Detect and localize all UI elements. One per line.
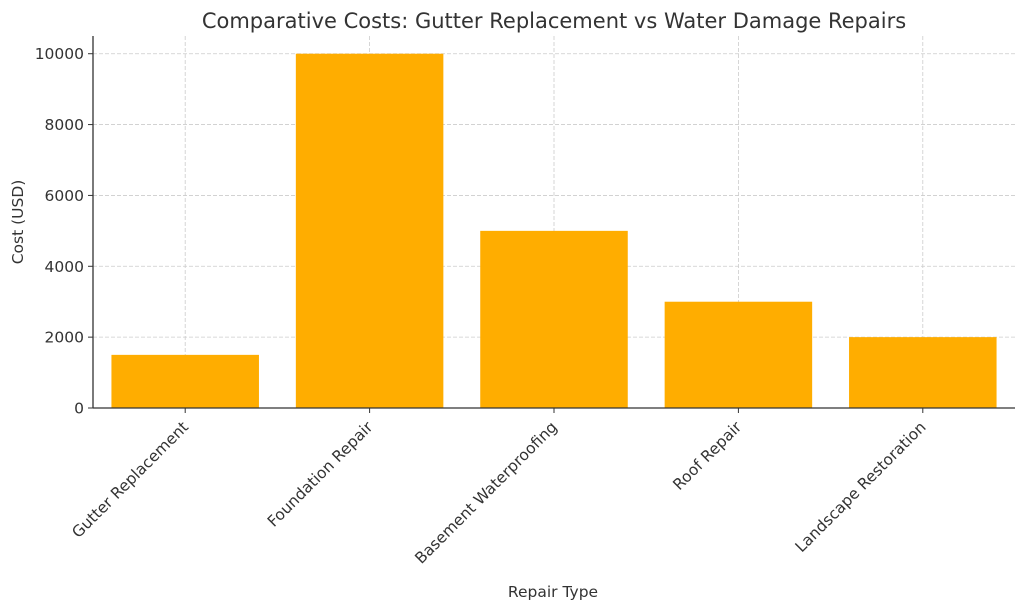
x-axis-ticks: Gutter Replacement Foundation Repair Basem… [69, 408, 930, 568]
y-tick-label: 4000 [45, 258, 84, 276]
bars [111, 53, 997, 408]
y-tick-label: 0 [74, 400, 84, 418]
y-axis-label: Cost (USD) [9, 180, 27, 265]
bar [664, 301, 813, 408]
x-tick-label: Basement Waterproofing [411, 418, 560, 567]
x-tick-label: Gutter Replacement [69, 418, 193, 542]
bar [849, 337, 997, 408]
x-axis-label: Repair Type [508, 583, 598, 601]
chart-title: Comparative Costs: Gutter Replacement vs… [202, 9, 906, 33]
bar [111, 354, 259, 408]
bar [480, 230, 628, 408]
y-tick-label: 2000 [45, 329, 84, 347]
x-tick-label: Foundation Repair [264, 418, 377, 531]
bar [295, 53, 444, 408]
y-tick-label: 8000 [45, 116, 84, 134]
y-axis-ticks: 0 2000 4000 6000 8000 10000 [35, 45, 93, 418]
y-tick-label: 6000 [45, 187, 84, 205]
x-tick-label: Landscape Restoration [792, 418, 930, 556]
x-tick-label: Roof Repair [670, 418, 746, 494]
y-tick-label: 10000 [35, 45, 84, 63]
